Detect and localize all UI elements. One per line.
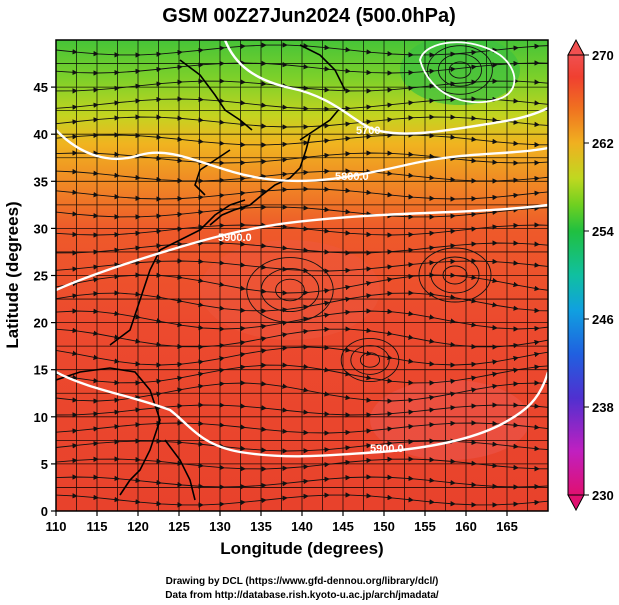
circulation-ring xyxy=(442,265,468,285)
x-tick-label: 160 xyxy=(455,519,477,534)
x-tick-label: 110 xyxy=(46,519,67,534)
streamline xyxy=(56,474,548,490)
contour-5800 xyxy=(56,129,548,183)
cold-low-ring xyxy=(419,41,516,104)
colorbar-tick-label: 230 xyxy=(592,488,614,503)
y-tick-label: 10 xyxy=(34,410,48,425)
colorbar-gradient xyxy=(567,54,585,496)
colorbar-tick-label: 238 xyxy=(592,400,614,415)
x-tick-label: 135 xyxy=(250,519,272,534)
colorbar-tick-label: 254 xyxy=(592,224,614,239)
streamline xyxy=(56,42,548,58)
streamline xyxy=(56,240,548,256)
x-axis-ticks: 110 115 120 125 130 135 140 145 150 155 160 165 xyxy=(46,511,518,534)
circulation-ring xyxy=(427,45,493,95)
streamline xyxy=(56,96,548,112)
x-tick-label: 150 xyxy=(373,519,395,534)
circulation-ring xyxy=(437,53,483,87)
circulation-ring xyxy=(275,278,305,302)
x-tick-label: 130 xyxy=(209,519,231,534)
colorbar-top-triangle xyxy=(567,38,585,56)
y-tick-label: 5 xyxy=(41,457,48,472)
x-tick-label: 165 xyxy=(496,519,518,534)
streamline xyxy=(56,308,548,332)
y-tick-label: 20 xyxy=(34,316,48,331)
height-contours xyxy=(56,40,548,458)
circulation-ring xyxy=(448,61,472,79)
circulation-ring xyxy=(246,257,334,323)
circulation-ring xyxy=(350,345,390,375)
streamline xyxy=(56,60,548,76)
colorbar-tick-label: 262 xyxy=(592,136,614,151)
contour-label-5900-north: 5900.0 xyxy=(218,232,252,244)
y-tick-label: 45 xyxy=(34,80,48,95)
y-axis-ticks: 0 5 10 15 20 25 30 35 40 45 xyxy=(34,80,56,519)
y-tick-label: 15 xyxy=(34,363,48,378)
streamline xyxy=(56,204,548,220)
credit-drawing: Drawing by DCL (https://www.gfd-dennou.o… xyxy=(166,576,439,587)
streamline xyxy=(56,420,548,436)
colorbar-bottom-triangle xyxy=(567,494,585,512)
y-axis-label: Latitude (degrees) xyxy=(3,201,22,348)
map-title: GSM 00Z27Jun2024 (500.0hPa) xyxy=(162,5,455,27)
circulation-ring xyxy=(260,267,320,313)
circulation-ring xyxy=(418,247,492,303)
plot-area: 5700 5800.0 5900.0 5900.0 xyxy=(56,40,548,511)
x-tick-label: 115 xyxy=(87,519,108,534)
circulation-ring xyxy=(430,256,480,294)
streamline xyxy=(56,78,548,94)
streamline xyxy=(56,456,548,472)
y-tick-label: 35 xyxy=(34,174,48,189)
streamline xyxy=(56,492,548,508)
x-tick-label: 120 xyxy=(127,519,149,534)
credit-data: Data from http://database.rish.kyoto-u.a… xyxy=(165,590,439,601)
colorbar-tick-label: 246 xyxy=(592,312,614,327)
streamline xyxy=(56,114,548,130)
circulation-ring xyxy=(340,337,400,383)
x-axis-label: Longitude (degrees) xyxy=(220,539,383,558)
streamline xyxy=(56,168,548,184)
contour-5700 xyxy=(223,40,548,135)
warm-patch xyxy=(200,240,380,340)
x-tick-label: 140 xyxy=(291,519,313,534)
streamline xyxy=(56,222,548,238)
streamline xyxy=(56,258,548,274)
contour-5900-north xyxy=(56,203,548,292)
contour-5900-south xyxy=(56,370,548,458)
contour-label-5900-south: 5900.0 xyxy=(370,443,404,455)
streamline xyxy=(56,380,548,404)
circulation-ring xyxy=(359,352,381,368)
contour-label-5800: 5800.0 xyxy=(335,171,369,183)
y-tick-label: 40 xyxy=(34,127,48,142)
streamline xyxy=(56,186,548,202)
wind-streamlines xyxy=(56,42,548,508)
streamline xyxy=(56,438,548,454)
colorbar-tick-label: 270 xyxy=(592,48,614,63)
y-tick-label: 30 xyxy=(34,221,48,236)
y-tick-label: 25 xyxy=(34,269,48,284)
colorbar: 270 262 254 246 238 230 xyxy=(567,38,614,512)
streamline xyxy=(56,150,548,166)
y-tick-label: 0 xyxy=(41,504,48,519)
x-tick-label: 125 xyxy=(168,519,190,534)
x-tick-label: 145 xyxy=(332,519,354,534)
contour-label-5700: 5700 xyxy=(356,125,380,137)
streamline xyxy=(56,402,548,418)
x-tick-label: 155 xyxy=(414,519,436,534)
